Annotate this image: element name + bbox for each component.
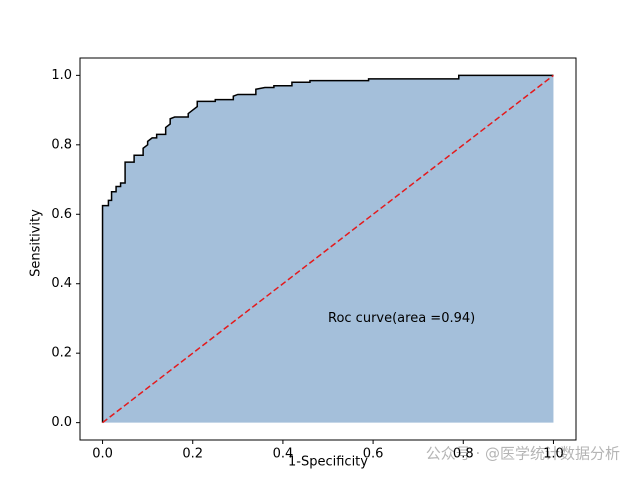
x-tick-label: 0.0 xyxy=(92,447,113,462)
roc-line xyxy=(101,74,554,423)
x-tick-label: 0.2 xyxy=(182,447,203,462)
x-tick-label: 0.4 xyxy=(273,447,294,462)
y-tick-label: 0.4 xyxy=(51,276,72,291)
diagonal-line xyxy=(102,74,554,424)
plot-frame xyxy=(79,57,577,441)
y-tick-label: 0.8 xyxy=(51,137,72,152)
y-axis-label: Sensitivity xyxy=(29,209,44,277)
x-tick-label: 1.0 xyxy=(543,447,564,462)
x-axis-label: 1-Specificity xyxy=(288,455,368,470)
y-tick-label: 1.0 xyxy=(51,68,72,83)
y-tick-label: 0.0 xyxy=(51,415,72,430)
x-tick-label: 0.6 xyxy=(363,447,384,462)
y-tick-label: 0.6 xyxy=(51,207,72,222)
y-tick-label: 0.2 xyxy=(51,346,72,361)
annotation: Roc curve(area =0.94) xyxy=(328,311,475,326)
watermark: 公众号 · @医学统计数据分析 xyxy=(426,445,620,463)
x-tick-label: 0.8 xyxy=(453,447,474,462)
